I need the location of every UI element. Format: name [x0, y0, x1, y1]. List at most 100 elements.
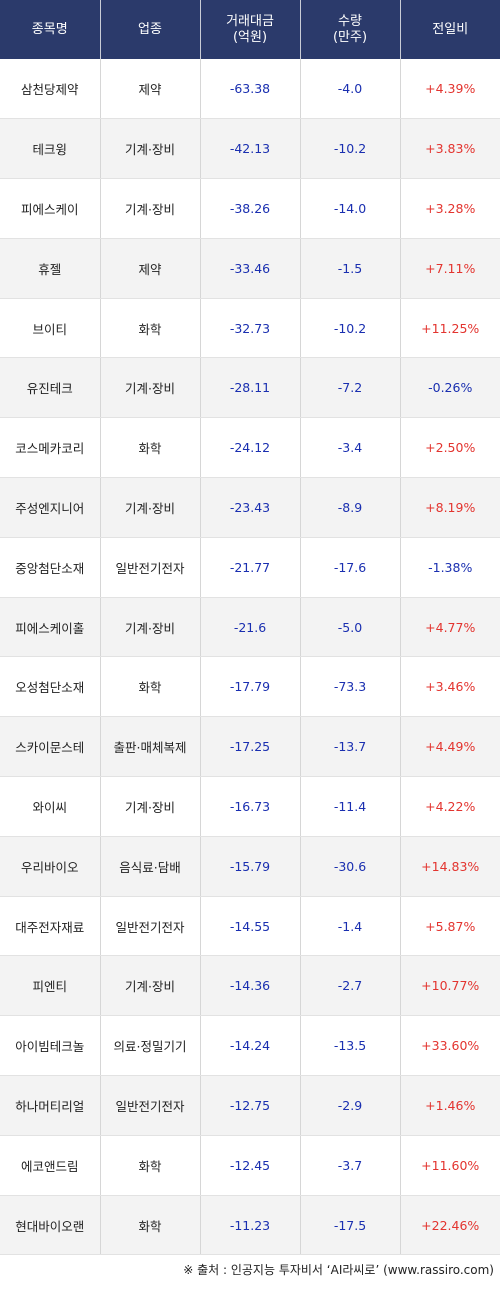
cell-change: +3.83%	[400, 118, 500, 180]
table-row: 중앙첨단소재 일반전기전자 -21.77 -17.6 -1.38%	[0, 537, 500, 598]
cell-volume: -2.7	[300, 955, 401, 1017]
cell-volume: -10.2	[300, 298, 401, 359]
cell-trade-amount: -28.11	[200, 357, 301, 419]
cell-volume: -11.4	[300, 776, 401, 837]
table-header: 종목명 업종 거래대금 (억원) 수량 (만주) 전일비	[0, 0, 500, 59]
cell-volume: -13.5	[300, 1015, 401, 1077]
cell-trade-amount: -15.79	[200, 836, 301, 897]
cell-change: -1.38%	[400, 537, 500, 598]
cell-trade-amount: -32.73	[200, 298, 301, 359]
cell-stock-name: 휴젤	[0, 238, 101, 299]
table-row: 하나머티리얼 일반전기전자 -12.75 -2.9 +1.46%	[0, 1075, 500, 1136]
table-row: 브이티 화학 -32.73 -10.2 +11.25%	[0, 298, 500, 359]
table-row: 코스메카코리 화학 -24.12 -3.4 +2.50%	[0, 417, 500, 479]
cell-trade-amount: -24.12	[200, 417, 301, 479]
table-row: 삼천당제약 제약 -63.38 -4.0 +4.39%	[0, 59, 500, 120]
cell-sector: 화학	[100, 298, 201, 359]
cell-sector: 화학	[100, 417, 201, 479]
cell-stock-name: 스카이문스테	[0, 716, 101, 778]
cell-stock-name: 오성첨단소재	[0, 656, 101, 718]
cell-stock-name: 피엔티	[0, 955, 101, 1017]
cell-change: +3.46%	[400, 656, 500, 718]
cell-stock-name: 하나머티리얼	[0, 1075, 101, 1136]
cell-stock-name: 주성엔지니어	[0, 477, 101, 538]
cell-volume: -1.5	[300, 238, 401, 299]
cell-volume: -2.9	[300, 1075, 401, 1136]
cell-change: +4.22%	[400, 776, 500, 837]
source-note: ※ 출처 : 인공지능 투자비서 ‘AI라씨로’ (www.rassiro.co…	[183, 1263, 494, 1277]
cell-stock-name: 코스메카코리	[0, 417, 101, 479]
cell-stock-name: 현대바이오랜	[0, 1195, 101, 1256]
cell-volume: -1.4	[300, 896, 401, 957]
cell-change: +11.25%	[400, 298, 500, 359]
cell-trade-amount: -21.77	[200, 537, 301, 598]
cell-volume: -3.7	[300, 1135, 401, 1196]
cell-sector: 기계·장비	[100, 357, 201, 419]
cell-volume: -3.4	[300, 417, 401, 479]
cell-change: +22.46%	[400, 1195, 500, 1256]
table-row: 유진테크 기계·장비 -28.11 -7.2 -0.26%	[0, 357, 500, 419]
stock-table: 종목명 업종 거래대금 (억원) 수량 (만주) 전일비 삼천당제약 제약 -63.38…	[0, 0, 500, 1256]
cell-stock-name: 중앙첨단소재	[0, 537, 101, 598]
cell-sector: 기계·장비	[100, 597, 201, 658]
cell-change: +4.77%	[400, 597, 500, 658]
cell-volume: -14.0	[300, 178, 401, 239]
cell-trade-amount: -38.26	[200, 178, 301, 239]
cell-change: +4.39%	[400, 59, 500, 120]
cell-volume: -30.6	[300, 836, 401, 897]
cell-volume: -17.6	[300, 537, 401, 598]
cell-stock-name: 피에스케이	[0, 178, 101, 239]
cell-sector: 화학	[100, 656, 201, 718]
cell-change: +1.46%	[400, 1075, 500, 1136]
table-row: 와이씨 기계·장비 -16.73 -11.4 +4.22%	[0, 776, 500, 837]
cell-trade-amount: -14.24	[200, 1015, 301, 1077]
table-row: 아이빔테크놀 의료·정밀기기 -14.24 -13.5 +33.60%	[0, 1015, 500, 1077]
cell-stock-name: 유진테크	[0, 357, 101, 419]
cell-trade-amount: -12.75	[200, 1075, 301, 1136]
cell-volume: -8.9	[300, 477, 401, 538]
cell-trade-amount: -23.43	[200, 477, 301, 538]
cell-trade-amount: -33.46	[200, 238, 301, 299]
header-change: 전일비	[432, 21, 469, 37]
cell-sector: 출판·매체복제	[100, 716, 201, 778]
cell-volume: -5.0	[300, 597, 401, 658]
table-row: 테크윙 기계·장비 -42.13 -10.2 +3.83%	[0, 118, 500, 180]
cell-volume: -17.5	[300, 1195, 401, 1256]
cell-stock-name: 대주전자재료	[0, 896, 101, 957]
cell-sector: 제약	[100, 238, 201, 299]
cell-trade-amount: -42.13	[200, 118, 301, 180]
cell-trade-amount: -63.38	[200, 59, 301, 120]
table-body: 삼천당제약 제약 -63.38 -4.0 +4.39% 테크윙 기계·장비 -42.13 -10…	[0, 59, 500, 1256]
cell-trade-amount: -21.6	[200, 597, 301, 658]
cell-change: +2.50%	[400, 417, 500, 479]
cell-change: +8.19%	[400, 477, 500, 538]
cell-volume: -13.7	[300, 716, 401, 778]
cell-trade-amount: -14.36	[200, 955, 301, 1017]
table-row: 피에스케이 기계·장비 -38.26 -14.0 +3.28%	[0, 178, 500, 239]
cell-sector: 기계·장비	[100, 118, 201, 180]
cell-change: +5.87%	[400, 896, 500, 957]
cell-sector: 기계·장비	[100, 776, 201, 837]
cell-trade-amount: -16.73	[200, 776, 301, 837]
cell-change: +7.11%	[400, 238, 500, 299]
table-row: 스카이문스테 출판·매체복제 -17.25 -13.7 +4.49%	[0, 716, 500, 778]
cell-volume: -4.0	[300, 59, 401, 120]
table-row: 오성첨단소재 화학 -17.79 -73.3 +3.46%	[0, 656, 500, 718]
header-volume: 수량 (만주)	[300, 0, 401, 59]
header-amount: 거래대금 (억원)	[200, 0, 301, 59]
cell-volume: -73.3	[300, 656, 401, 718]
cell-volume: -7.2	[300, 357, 401, 419]
table-row: 대주전자재료 일반전기전자 -14.55 -1.4 +5.87%	[0, 896, 500, 957]
cell-sector: 일반전기전자	[100, 896, 201, 957]
table-row: 현대바이오랜 화학 -11.23 -17.5 +22.46%	[0, 1195, 500, 1256]
cell-stock-name: 피에스케이홀	[0, 597, 101, 658]
cell-change: +14.83%	[400, 836, 500, 897]
cell-sector: 일반전기전자	[100, 537, 201, 598]
header-sector: 업종	[100, 0, 201, 59]
cell-sector: 화학	[100, 1135, 201, 1196]
cell-trade-amount: -11.23	[200, 1195, 301, 1256]
cell-stock-name: 아이빔테크놀	[0, 1015, 101, 1077]
table-row: 주성엔지니어 기계·장비 -23.43 -8.9 +8.19%	[0, 477, 500, 538]
cell-trade-amount: -17.25	[200, 716, 301, 778]
